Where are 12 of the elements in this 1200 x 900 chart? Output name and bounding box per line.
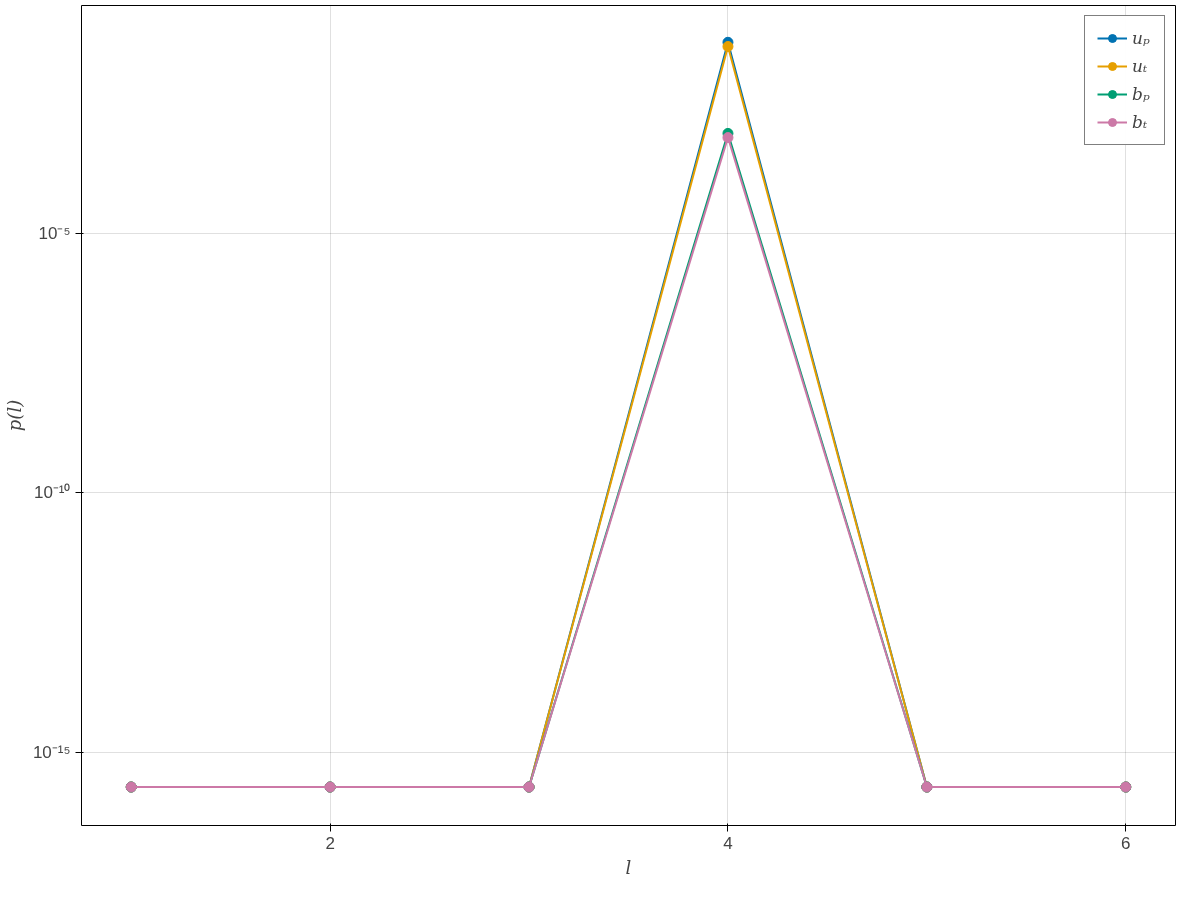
x-tick-label: 4 xyxy=(723,833,733,853)
legend-label: uₜ xyxy=(1132,56,1149,76)
x-tick-label: 6 xyxy=(1121,833,1131,853)
y-tick-label: 10⁻⁵ xyxy=(38,223,71,243)
legend-label: bₜ xyxy=(1132,112,1149,132)
y-axis-title: p(l) xyxy=(3,399,25,432)
legend-label: bₚ xyxy=(1132,84,1151,104)
y-tick-label: 10⁻¹⁰ xyxy=(33,483,71,503)
x-tick-label: 2 xyxy=(325,833,335,853)
y-tick-label: 10⁻¹⁵ xyxy=(32,743,71,763)
x-axis-title: l xyxy=(625,856,632,878)
legend-label: uₚ xyxy=(1132,28,1151,48)
